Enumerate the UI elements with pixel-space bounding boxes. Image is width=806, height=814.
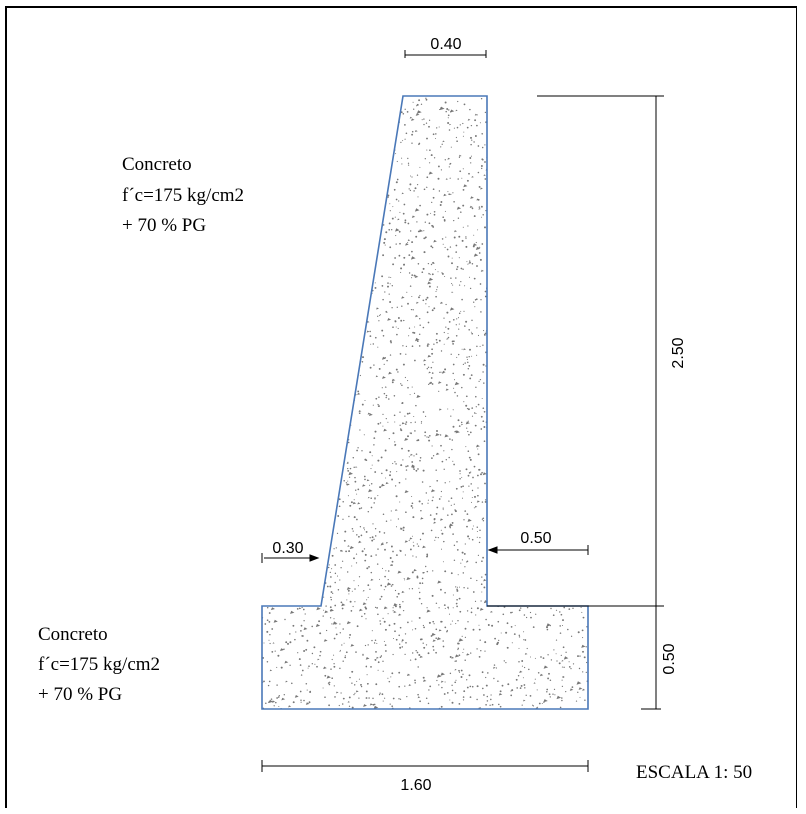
footing-note-line3: + 70 % PG: [38, 684, 122, 705]
drawing-frame: [5, 6, 797, 808]
scale-label: ESCALA 1: 50: [636, 762, 752, 783]
wall-outline: [261, 95, 589, 710]
footing-note-line2: f´c=175 kg/cm2: [38, 654, 160, 675]
stem-note-line1: Concreto: [122, 154, 192, 175]
dim-toe-label: 0.30: [272, 540, 303, 557]
dim-stem-height-label: 2.50: [670, 337, 687, 368]
footing-note: Concreto f´c=175 kg/cm2 + 70 % PG: [38, 624, 160, 705]
dim-heel-label: 0.50: [520, 530, 551, 547]
stem-note: Concreto f´c=175 kg/cm2 + 70 % PG: [122, 154, 244, 236]
dim-top-width: [404, 50, 487, 58]
dim-toe: [261, 553, 320, 563]
stem-note-line2: f´c=175 kg/cm2: [122, 185, 244, 206]
dim-heel: [487, 545, 589, 555]
stem-note-line3: + 70 % PG: [122, 215, 206, 236]
concrete-hatch: [262, 96, 588, 709]
dim-vertical-lines: [487, 95, 664, 710]
dim-base-width: [261, 760, 589, 772]
dim-footing-thickness-label: 0.50: [661, 643, 678, 674]
dim-base-width-label: 1.60: [400, 777, 431, 794]
dim-top-width-label: 0.40: [430, 36, 461, 53]
footing-note-line1: Concreto: [38, 624, 108, 645]
